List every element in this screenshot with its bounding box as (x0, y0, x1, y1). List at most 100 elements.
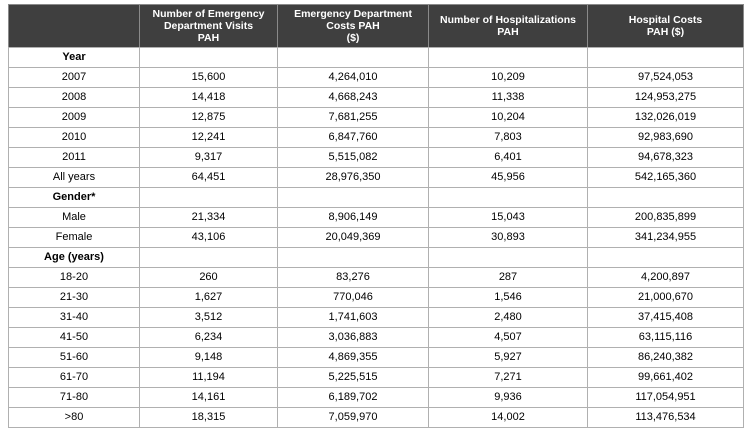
cell-value: 83,276 (277, 267, 429, 288)
column-header-hospitalizations: Number of Hospitalizations PAH (428, 4, 588, 48)
cell-value (587, 187, 744, 208)
cell-value: 45,956 (428, 167, 588, 188)
cell-value: 8,906,149 (277, 207, 429, 228)
cell-value: 11,338 (428, 87, 588, 108)
cell-value: 10,204 (428, 107, 588, 128)
cell-value: 117,054,951 (587, 387, 744, 408)
row-label: 2010 (8, 127, 140, 148)
table-row: 41-50 6,234 3,036,883 4,507 63,115,116 (8, 327, 744, 348)
cell-value (428, 187, 588, 208)
cell-value: 6,401 (428, 147, 588, 168)
cell-value (139, 47, 278, 68)
pah-statistics-table-container: Number of Emergency Department Visits PA… (8, 4, 744, 428)
cell-value: 7,681,255 (277, 107, 429, 128)
cell-value: 20,049,369 (277, 227, 429, 248)
cell-value: 1,627 (139, 287, 278, 308)
row-label: 51-60 (8, 347, 140, 368)
cell-value: 6,847,760 (277, 127, 429, 148)
cell-value: 5,927 (428, 347, 588, 368)
row-label: 31-40 (8, 307, 140, 328)
table-row: 2011 9,317 5,515,082 6,401 94,678,323 (8, 147, 744, 168)
pah-statistics-table: Number of Emergency Department Visits PA… (8, 4, 744, 428)
cell-value: 92,983,690 (587, 127, 744, 148)
cell-value: 4,507 (428, 327, 588, 348)
cell-value: 124,953,275 (587, 87, 744, 108)
row-label: 61-70 (8, 367, 140, 388)
cell-value (428, 47, 588, 68)
section-row: Age (years) (8, 247, 744, 268)
cell-value: 43,106 (139, 227, 278, 248)
cell-value: 64,451 (139, 167, 278, 188)
cell-value: 14,161 (139, 387, 278, 408)
cell-value: 10,209 (428, 67, 588, 88)
row-label: >80 (8, 407, 140, 428)
table-row: 2007 15,600 4,264,010 10,209 97,524,053 (8, 67, 744, 88)
cell-value: 7,059,970 (277, 407, 429, 428)
cell-value: 94,678,323 (587, 147, 744, 168)
cell-value: 99,661,402 (587, 367, 744, 388)
cell-value: 2,480 (428, 307, 588, 328)
cell-value: 132,026,019 (587, 107, 744, 128)
cell-value: 113,476,534 (587, 407, 744, 428)
cell-value: 14,418 (139, 87, 278, 108)
row-label: 2008 (8, 87, 140, 108)
cell-value: 86,240,382 (587, 347, 744, 368)
row-label: 2007 (8, 67, 140, 88)
cell-value: 770,046 (277, 287, 429, 308)
row-label: Age (years) (8, 247, 140, 268)
header-row: Number of Emergency Department Visits PA… (8, 4, 744, 48)
cell-value: 542,165,360 (587, 167, 744, 188)
table-body: Year 2007 15,600 4,264,010 10,209 97,524,053 2… (8, 47, 744, 428)
cell-value: 4,668,243 (277, 87, 429, 108)
cell-value: 9,317 (139, 147, 278, 168)
cell-value: 28,976,350 (277, 167, 429, 188)
section-row: Year (8, 47, 744, 68)
cell-value: 37,415,408 (587, 307, 744, 328)
cell-value: 11,194 (139, 367, 278, 388)
cell-value: 4,869,355 (277, 347, 429, 368)
cell-value (277, 47, 429, 68)
table-row: >80 18,315 7,059,970 14,002 113,476,534 (8, 407, 744, 428)
cell-value: 1,546 (428, 287, 588, 308)
table-row: 2008 14,418 4,668,243 11,338 124,953,275 (8, 87, 744, 108)
cell-value: 6,234 (139, 327, 278, 348)
column-header-ed-costs: Emergency Department Costs PAH ($) (277, 4, 429, 48)
row-label: 18-20 (8, 267, 140, 288)
table-row: 2010 12,241 6,847,760 7,803 92,983,690 (8, 127, 744, 148)
cell-value: 15,043 (428, 207, 588, 228)
row-label: 2011 (8, 147, 140, 168)
row-label: Male (8, 207, 140, 228)
cell-value: 4,264,010 (277, 67, 429, 88)
cell-value (277, 187, 429, 208)
row-label: Year (8, 47, 140, 68)
cell-value: 3,512 (139, 307, 278, 328)
cell-value: 21,334 (139, 207, 278, 228)
row-label: 41-50 (8, 327, 140, 348)
cell-value: 4,200,897 (587, 267, 744, 288)
table-row: 31-40 3,512 1,741,603 2,480 37,415,408 (8, 307, 744, 328)
cell-value: 5,515,082 (277, 147, 429, 168)
table-row: 61-70 11,194 5,225,515 7,271 99,661,402 (8, 367, 744, 388)
cell-value (139, 187, 278, 208)
cell-value: 12,241 (139, 127, 278, 148)
table-row: All years 64,451 28,976,350 45,956 542,165,3… (8, 167, 744, 188)
cell-value: 15,600 (139, 67, 278, 88)
cell-value: 3,036,883 (277, 327, 429, 348)
cell-value: 97,524,053 (587, 67, 744, 88)
row-label: 2009 (8, 107, 140, 128)
cell-value: 30,893 (428, 227, 588, 248)
section-row: Gender* (8, 187, 744, 208)
row-label: 71-80 (8, 387, 140, 408)
cell-value (587, 47, 744, 68)
cell-value: 5,225,515 (277, 367, 429, 388)
column-header-blank (8, 4, 140, 48)
cell-value: 341,234,955 (587, 227, 744, 248)
cell-value (139, 247, 278, 268)
cell-value (587, 247, 744, 268)
cell-value: 6,189,702 (277, 387, 429, 408)
cell-value: 200,835,899 (587, 207, 744, 228)
table-header: Number of Emergency Department Visits PA… (8, 4, 744, 48)
cell-value: 7,803 (428, 127, 588, 148)
table-row: 51-60 9,148 4,869,355 5,927 86,240,382 (8, 347, 744, 368)
table-row: 2009 12,875 7,681,255 10,204 132,026,019 (8, 107, 744, 128)
